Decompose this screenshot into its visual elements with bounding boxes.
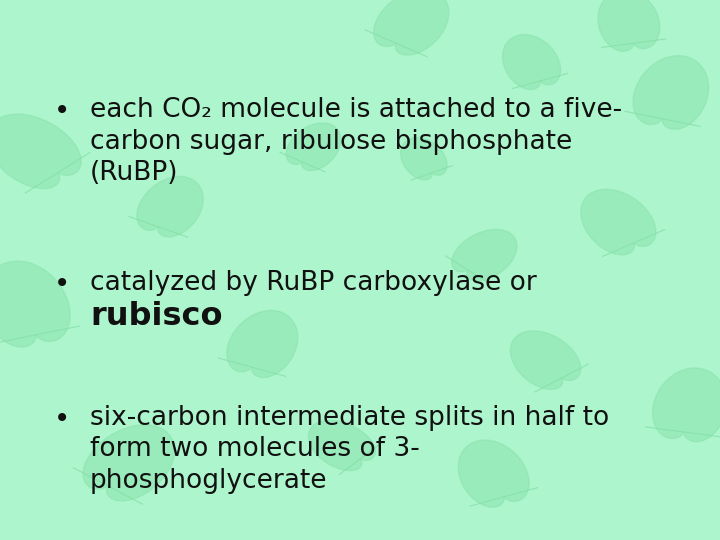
Text: •: • — [54, 270, 71, 298]
Polygon shape — [374, 0, 449, 55]
Text: •: • — [54, 97, 71, 125]
Polygon shape — [652, 368, 720, 442]
Text: rubisco: rubisco — [90, 301, 222, 332]
Polygon shape — [227, 310, 298, 377]
Text: phosphoglycerate: phosphoglycerate — [90, 468, 328, 494]
Text: form two molecules of 3-: form two molecules of 3- — [90, 436, 420, 462]
Polygon shape — [598, 0, 660, 51]
Text: each CO₂ molecule is attached to a five-: each CO₂ molecule is attached to a five- — [90, 97, 622, 123]
Polygon shape — [633, 56, 708, 129]
Polygon shape — [581, 189, 656, 255]
Polygon shape — [458, 440, 529, 507]
Polygon shape — [286, 123, 341, 171]
Text: catalyzed by RuBP carboxylase or: catalyzed by RuBP carboxylase or — [90, 270, 536, 296]
Polygon shape — [0, 261, 70, 347]
Polygon shape — [503, 35, 561, 90]
Polygon shape — [400, 138, 447, 180]
Polygon shape — [510, 331, 581, 389]
Polygon shape — [137, 177, 203, 237]
Polygon shape — [308, 420, 375, 470]
Text: •: • — [54, 405, 71, 433]
Text: (RuBP): (RuBP) — [90, 160, 179, 186]
Polygon shape — [83, 425, 175, 501]
Text: six-carbon intermediate splits in half to: six-carbon intermediate splits in half t… — [90, 405, 609, 431]
Text: carbon sugar, ribulose bisphosphate: carbon sugar, ribulose bisphosphate — [90, 129, 572, 154]
Polygon shape — [451, 230, 517, 281]
Polygon shape — [0, 114, 81, 188]
